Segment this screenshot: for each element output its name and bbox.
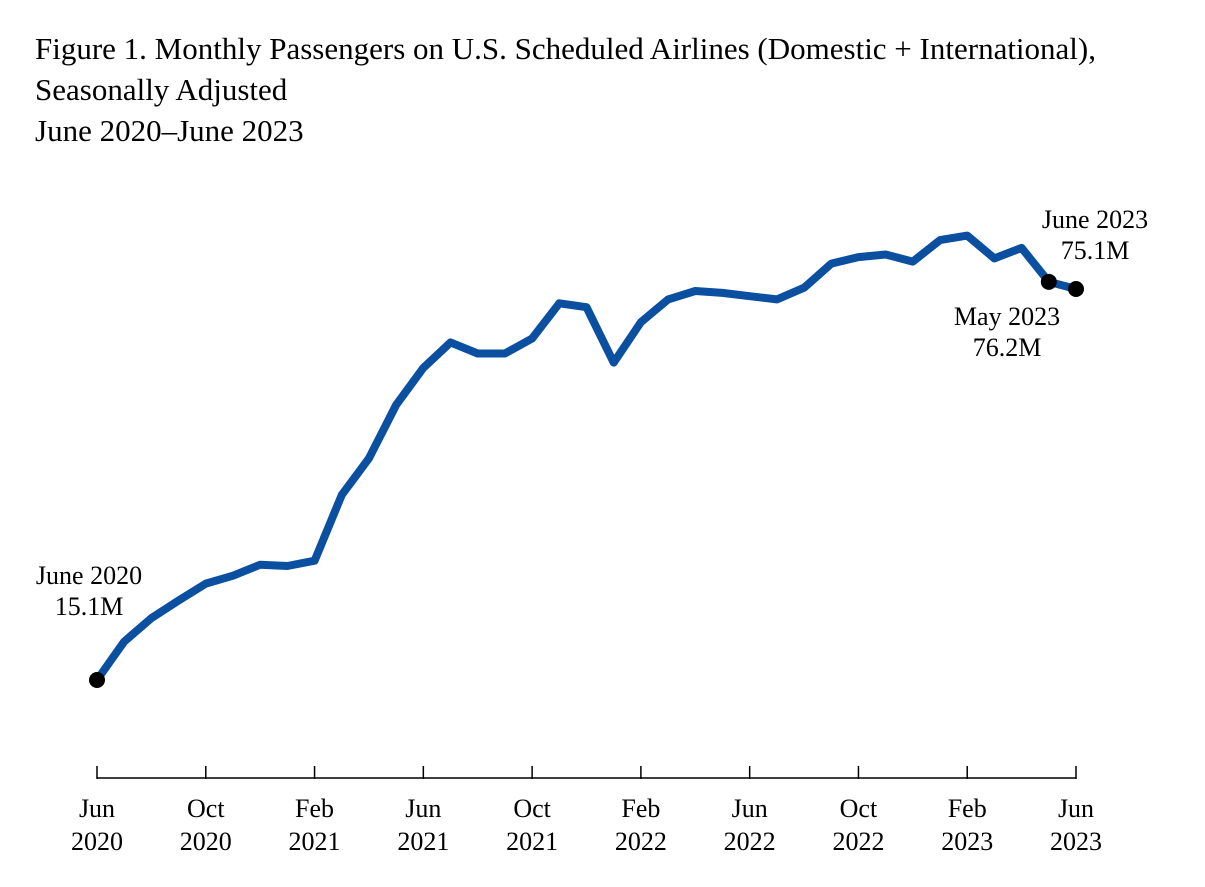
- x-tick-label-month: Jun: [405, 794, 441, 823]
- annotation-date: June 2023: [1042, 205, 1148, 234]
- x-axis: Jun 2020 Oct 2020 Feb 2021 Jun 2021 Oct 2021 Feb 20…: [71, 766, 1102, 856]
- x-tick-label-month: Feb: [948, 794, 987, 823]
- x-tick-label-month: Oct: [187, 794, 225, 823]
- x-tick-label-year: 2022: [724, 827, 776, 856]
- series-line-group: [93, 231, 1080, 684]
- data-point-marker: [1040, 273, 1057, 290]
- x-tick-label-month: Feb: [295, 794, 334, 823]
- annotation-date: June 2020: [36, 561, 142, 590]
- x-tick-label-month: Oct: [840, 794, 878, 823]
- x-tick-label-year: 2023: [1050, 827, 1102, 856]
- x-tick-label-year: 2020: [71, 827, 123, 856]
- chart-title: Figure 1. Monthly Passengers on U.S. Sch…: [35, 28, 1096, 151]
- x-tick-label-year: 2022: [615, 827, 667, 856]
- series-line: [93, 231, 1080, 684]
- data-point-marker: [89, 672, 105, 688]
- x-tick-label-year: 2020: [180, 827, 232, 856]
- annotation-value: 76.2M: [973, 333, 1042, 362]
- annotation-value: 15.1M: [55, 592, 124, 621]
- x-tick-label-month: Jun: [732, 794, 768, 823]
- title-line-2: Seasonally Adjusted: [35, 72, 288, 107]
- x-tick-label-month: Jun: [1058, 794, 1094, 823]
- x-tick-label-month: Jun: [79, 794, 115, 823]
- x-tick-label-month: Feb: [621, 794, 660, 823]
- x-tick-label-year: 2023: [941, 827, 993, 856]
- x-tick-label-month: Oct: [513, 794, 551, 823]
- x-tick-label-year: 2021: [289, 827, 341, 856]
- annotation-value: 75.1M: [1061, 236, 1130, 265]
- data-point-marker: [1068, 281, 1084, 297]
- x-tick-label-year: 2021: [506, 827, 558, 856]
- title-line-1: Figure 1. Monthly Passengers on U.S. Sch…: [35, 31, 1096, 66]
- x-tick-label-year: 2022: [832, 827, 884, 856]
- x-tick-label-year: 2021: [397, 827, 449, 856]
- title-line-3: June 2020–June 2023: [35, 113, 304, 148]
- marker-group: [89, 273, 1084, 688]
- annotation-date: May 2023: [954, 302, 1060, 331]
